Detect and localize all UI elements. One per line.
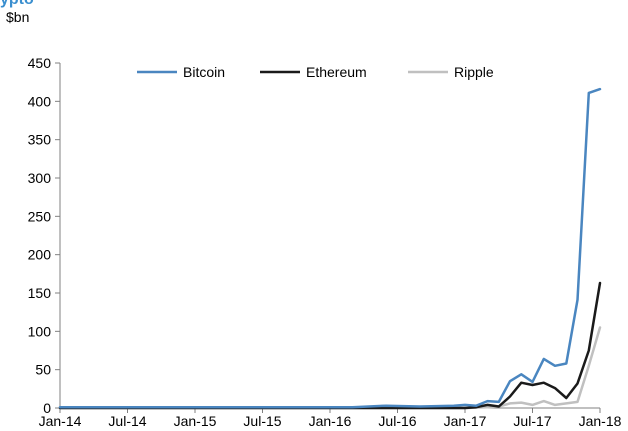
y-tick-label: 450 bbox=[28, 55, 52, 71]
legend-label: Bitcoin bbox=[183, 64, 225, 80]
y-tick-label: 100 bbox=[28, 323, 52, 339]
legend-item-bitcoin: Bitcoin bbox=[137, 64, 225, 80]
series-line-ripple bbox=[58, 326, 602, 410]
y-tick-label: 200 bbox=[28, 247, 52, 263]
x-tick-label: Jul-17 bbox=[513, 413, 551, 429]
y-tick-label: 0 bbox=[43, 400, 51, 416]
x-tick-label: Jan-18 bbox=[579, 413, 622, 429]
legend-label: Ripple bbox=[454, 64, 494, 80]
legend-item-ethereum: Ethereum bbox=[260, 64, 367, 80]
y-tick-label: 300 bbox=[28, 170, 52, 186]
y-tick-label: 350 bbox=[28, 132, 52, 148]
chart-axes: 0 50 100 150 200 250 300 350 400 450 Jan-14 Jul-14 J… bbox=[28, 55, 622, 429]
legend-item-ripple: Ripple bbox=[408, 64, 494, 80]
y-tick-label: 150 bbox=[28, 285, 52, 301]
x-tick-label: Jul-14 bbox=[108, 413, 146, 429]
legend-label: Ethereum bbox=[306, 64, 367, 80]
y-tick-label: 50 bbox=[35, 362, 51, 378]
x-tick-label: Jan-14 bbox=[39, 413, 82, 429]
chart-legend: Bitcoin Ethereum Ripple bbox=[137, 64, 494, 80]
x-tick-label: Jan-17 bbox=[444, 413, 487, 429]
y-axis-unit-label: $bn bbox=[6, 9, 29, 25]
y-tick-label: 250 bbox=[28, 208, 52, 224]
series-line-ethereum bbox=[58, 281, 602, 410]
x-tick-label: Jul-15 bbox=[243, 413, 281, 429]
x-tick-label: Jan-16 bbox=[309, 413, 352, 429]
y-tick-label: 400 bbox=[28, 93, 52, 109]
x-tick-label: Jan-15 bbox=[174, 413, 217, 429]
series-lines bbox=[58, 87, 602, 410]
chart-title: ypto bbox=[0, 0, 34, 9]
x-tick-label: Jul-16 bbox=[378, 413, 416, 429]
series-line-bitcoin bbox=[58, 87, 602, 409]
